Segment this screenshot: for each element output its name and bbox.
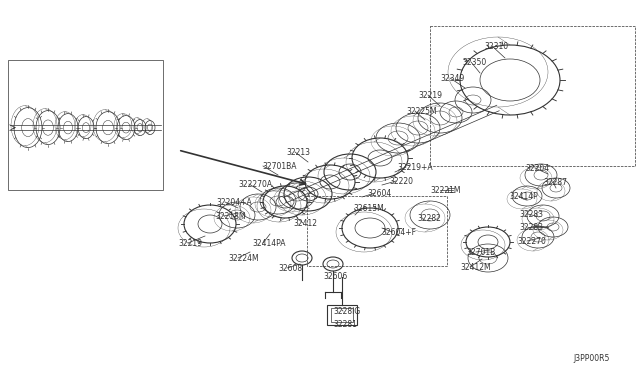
Text: 32412: 32412 (293, 219, 317, 228)
Text: 32287: 32287 (543, 178, 567, 187)
Text: 32701B: 32701B (466, 248, 495, 257)
Text: 322270: 322270 (517, 237, 546, 246)
Text: 322270A: 322270A (238, 180, 272, 189)
Bar (331, 308, 353, 322)
Text: 32221M: 32221M (430, 186, 461, 195)
Text: 32283: 32283 (519, 223, 543, 232)
Text: 32604+F: 32604+F (381, 228, 416, 237)
Text: 32310: 32310 (484, 42, 508, 51)
Text: 32701BA: 32701BA (262, 162, 296, 171)
Text: 32608: 32608 (278, 264, 302, 273)
Text: 32219: 32219 (178, 239, 202, 248)
Text: 32224M: 32224M (228, 254, 259, 263)
Text: 32204+A: 32204+A (216, 198, 252, 207)
Text: J3PP00R5: J3PP00R5 (573, 354, 609, 363)
Text: 32213: 32213 (286, 148, 310, 157)
Text: 32414P: 32414P (509, 192, 538, 201)
Text: 32412M: 32412M (460, 263, 491, 272)
Text: 32615M: 32615M (353, 204, 384, 213)
Bar (307, 196, 447, 266)
Text: 3228lG: 3228lG (333, 307, 360, 316)
Text: 32220: 32220 (389, 177, 413, 186)
Text: 32204: 32204 (525, 164, 549, 173)
Text: 32219+A: 32219+A (397, 163, 433, 172)
Bar (327, 305, 357, 325)
Bar (430, 26, 635, 166)
Text: 32225M: 32225M (406, 107, 436, 116)
Text: 32349: 32349 (440, 74, 464, 83)
Text: 32219: 32219 (418, 91, 442, 100)
Bar (8, 60, 163, 190)
Text: 32282: 32282 (417, 214, 441, 223)
Text: 32283: 32283 (519, 210, 543, 219)
Text: 32350: 32350 (462, 58, 486, 67)
Text: 32414PA: 32414PA (252, 239, 285, 248)
Text: 32604: 32604 (367, 189, 391, 198)
Text: 32281: 32281 (333, 320, 357, 329)
Text: 32218M: 32218M (215, 212, 246, 221)
Text: 32606: 32606 (323, 272, 348, 281)
